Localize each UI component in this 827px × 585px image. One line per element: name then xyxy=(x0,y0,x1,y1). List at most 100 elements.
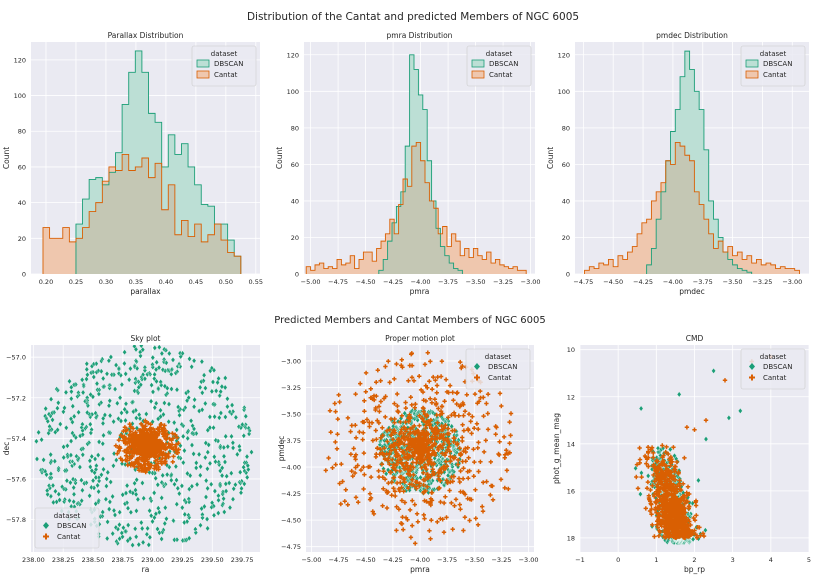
x-tick-label: 0.20 xyxy=(39,278,53,286)
y-tick-label: 10 xyxy=(567,346,575,354)
y-axis-label: Count xyxy=(275,147,284,169)
x-tick-label: −3.75 xyxy=(437,556,457,564)
hist-step-cantat xyxy=(42,153,242,274)
x-tick-label: 0.50 xyxy=(219,278,233,286)
x-tick-label: −5.00 xyxy=(301,278,321,286)
y-axis-label: phot_g_mean_mag xyxy=(552,413,561,484)
x-axis-label: pmdec xyxy=(679,287,705,296)
x-axis-label: pmra xyxy=(410,287,430,296)
x-tick-label: 239.25 xyxy=(171,556,194,564)
x-tick-label: −4.00 xyxy=(411,278,431,286)
y-tick-label: 120 xyxy=(558,51,570,59)
suptitle-top: Distribution of the Cantat and predicted… xyxy=(247,11,579,23)
x-tick-label: 4 xyxy=(769,556,773,564)
y-tick-label: 0 xyxy=(22,271,26,279)
hist-fill-overlap xyxy=(646,142,752,274)
suptitle-bottom: Predicted Members and Cantat Members of … xyxy=(274,315,545,326)
x-tick-label: −3.75 xyxy=(693,278,713,286)
panel-sky: 238.00 238.25 238.50 238.75 239.00 239.25 239.… xyxy=(2,334,260,574)
scatter-series-cantat xyxy=(113,418,181,475)
y-tick-label: 120 xyxy=(287,51,299,59)
x-tick-label: −4.25 xyxy=(383,278,403,286)
y-tick-label: −3.25 xyxy=(281,384,301,392)
x-tick-label: −4.50 xyxy=(356,278,376,286)
y-tick-label: 60 xyxy=(562,161,570,169)
x-tick-label: 238.50 xyxy=(82,556,105,564)
hist-step-cantat xyxy=(584,142,800,274)
panel-title: Sky plot xyxy=(130,334,160,343)
x-tick-label: −3.50 xyxy=(723,278,743,286)
hist-fill-overlap xyxy=(378,142,463,274)
y-tick-label: 80 xyxy=(291,124,299,132)
scatter-series-cantat xyxy=(323,350,514,546)
legend-marker-cantat xyxy=(474,374,480,381)
legend-label-dbscan: DBSCAN xyxy=(57,522,86,530)
y-tick-label: −57.4 xyxy=(6,435,26,443)
panel-cmd: −1 0 1 2 3 4 51012141618CMDbp_rpphot_g_mean_ma… xyxy=(552,334,811,574)
scatter-points xyxy=(633,354,773,546)
y-tick-label: 0 xyxy=(566,271,570,279)
legend-swatch-dbscan xyxy=(196,59,210,68)
x-tick-label: −4.50 xyxy=(356,556,376,564)
x-tick-label: −1 xyxy=(575,556,585,564)
x-tick-label: 0.25 xyxy=(69,278,83,286)
y-tick-label: 120 xyxy=(14,56,26,64)
y-tick-label: −4.00 xyxy=(281,464,301,472)
legend-swatch-dbscan xyxy=(745,59,759,68)
legend-title: dataset xyxy=(54,512,81,520)
panel-propermotion: −5.00 −4.75 −4.50 −4.25 −4.00 −3.75 −3.50 −3.25… xyxy=(277,334,539,574)
hist-fill-overlap xyxy=(75,154,241,274)
x-tick-label: −4.75 xyxy=(329,556,349,564)
panel-title: pmra Distribution xyxy=(387,31,453,40)
legend-title: dataset xyxy=(211,50,238,58)
y-tick-label: 100 xyxy=(558,88,570,96)
y-tick-label: −57.0 xyxy=(6,354,26,362)
y-tick-label: −3.50 xyxy=(281,411,301,419)
legend: dataset DBSCAN Cantat xyxy=(740,348,806,390)
y-tick-label: 80 xyxy=(562,124,570,132)
y-tick-label: −4.50 xyxy=(281,517,301,525)
y-tick-label: 40 xyxy=(562,197,570,205)
panel-pmra: −5.00 −4.75 −4.50 −4.25 −4.00 −3.75 −3.50 −3.25… xyxy=(275,31,541,296)
legend: dataset DBSCAN Cantat xyxy=(191,45,257,87)
legend: dataset DBSCAN Cantat xyxy=(465,348,531,390)
y-tick-label: 20 xyxy=(562,234,570,242)
x-tick-label: 5 xyxy=(807,556,811,564)
x-tick-label: −3.00 xyxy=(782,278,802,286)
x-tick-label: −4.50 xyxy=(603,278,623,286)
x-tick-label: −3.50 xyxy=(466,278,486,286)
x-tick-label: −5.00 xyxy=(301,556,321,564)
x-tick-label: −3.25 xyxy=(752,278,772,286)
x-tick-label: −3.00 xyxy=(521,278,541,286)
legend: dataset DBSCAN Cantat xyxy=(34,507,100,549)
x-tick-label: 239.75 xyxy=(231,556,254,564)
y-tick-label: 40 xyxy=(291,197,299,205)
legend-label-dbscan: DBSCAN xyxy=(763,60,792,68)
panel-title: pmdec Distribution xyxy=(656,31,728,40)
x-axis-label: parallax xyxy=(130,287,161,296)
y-tick-label: −3.75 xyxy=(281,437,301,445)
legend-label-dbscan: DBSCAN xyxy=(489,60,518,68)
panel-title: Proper motion plot xyxy=(385,334,455,343)
scatter-series-cantat xyxy=(634,354,773,540)
y-tick-label: −4.75 xyxy=(281,543,301,551)
hist-step-dbscan xyxy=(75,50,242,274)
x-tick-label: 238.25 xyxy=(52,556,75,564)
x-axis-label: bp_rp xyxy=(684,565,705,574)
legend-label-dbscan: DBSCAN xyxy=(214,60,243,68)
x-tick-label: −4.25 xyxy=(383,556,403,564)
x-tick-label: 0 xyxy=(616,556,620,564)
legend: dataset DBSCAN Cantat xyxy=(466,45,532,87)
y-axis-label: pmdec xyxy=(277,436,286,462)
x-tick-label: 0.30 xyxy=(99,278,113,286)
legend-label-cantat: Cantat xyxy=(763,374,787,382)
x-tick-label: −4.75 xyxy=(573,278,593,286)
x-tick-label: −3.00 xyxy=(519,556,539,564)
y-tick-label: 100 xyxy=(14,92,26,100)
x-tick-label: −4.25 xyxy=(633,278,653,286)
legend-label-cantat: Cantat xyxy=(763,71,787,79)
hist-step-dbscan xyxy=(378,54,463,274)
hist-step-cantat xyxy=(305,142,527,274)
y-tick-label: 20 xyxy=(18,235,26,243)
scatter-points xyxy=(323,350,514,546)
